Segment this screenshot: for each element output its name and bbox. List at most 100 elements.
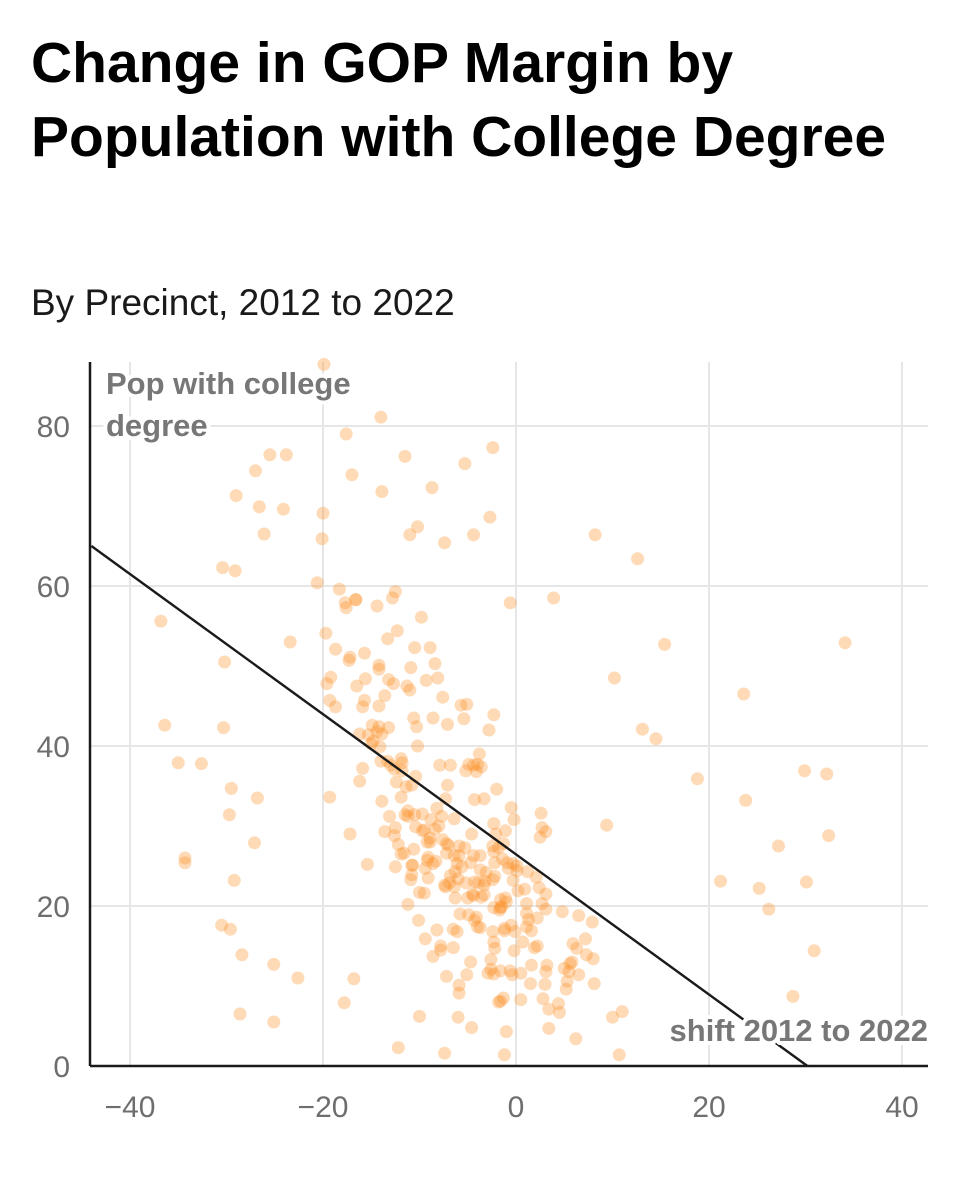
data-point xyxy=(497,1048,511,1062)
y-tick-labels: 0 20 40 60 80 xyxy=(37,411,70,1084)
y-tick-label: 0 xyxy=(53,1051,70,1084)
data-point xyxy=(443,869,457,883)
data-point xyxy=(388,821,402,835)
data-point xyxy=(383,809,397,823)
data-point xyxy=(349,593,363,607)
data-point xyxy=(542,1002,556,1016)
data-point xyxy=(222,808,236,822)
data-point xyxy=(154,614,168,628)
data-point xyxy=(477,792,491,806)
data-point xyxy=(194,757,208,771)
data-point xyxy=(215,918,229,932)
data-point xyxy=(495,900,509,914)
data-point xyxy=(440,717,454,731)
chart-subtitle: By Precinct, 2012 to 2022 xyxy=(31,282,455,323)
data-point xyxy=(458,457,472,471)
data-point xyxy=(382,673,396,687)
data-point xyxy=(432,819,446,833)
data-point xyxy=(400,679,414,693)
data-point xyxy=(522,913,536,927)
data-point xyxy=(418,932,432,946)
data-point xyxy=(343,827,357,841)
data-point xyxy=(459,876,473,890)
data-point xyxy=(600,818,614,832)
data-point xyxy=(473,849,487,863)
data-point xyxy=(507,944,521,958)
data-point xyxy=(443,758,457,772)
data-point xyxy=(324,670,338,684)
data-point xyxy=(381,632,395,646)
data-point xyxy=(488,941,502,955)
data-point xyxy=(433,758,447,772)
data-point xyxy=(423,641,437,655)
data-point xyxy=(394,790,408,804)
data-point xyxy=(460,968,474,982)
data-point xyxy=(434,939,448,953)
data-point xyxy=(467,889,481,903)
data-point xyxy=(473,863,487,877)
data-point xyxy=(468,913,482,927)
data-point xyxy=(405,868,419,882)
data-point xyxy=(822,829,836,843)
data-point xyxy=(411,520,425,534)
x-tick-label: −20 xyxy=(298,1091,349,1124)
data-point xyxy=(494,964,508,978)
data-point xyxy=(510,864,524,878)
data-point xyxy=(487,935,501,949)
data-point xyxy=(540,958,554,972)
data-point xyxy=(448,865,462,879)
data-point xyxy=(421,871,435,885)
data-point xyxy=(520,906,534,920)
data-point xyxy=(472,747,486,761)
data-point xyxy=(428,822,442,836)
data-point xyxy=(343,650,357,664)
data-point xyxy=(419,673,433,687)
data-point xyxy=(406,858,420,872)
data-point xyxy=(464,955,478,969)
data-point xyxy=(430,923,444,937)
data-point xyxy=(468,793,482,807)
data-point xyxy=(520,920,534,934)
data-point xyxy=(534,806,548,820)
data-point xyxy=(390,624,404,638)
data-point xyxy=(413,1009,426,1023)
data-point xyxy=(499,1025,513,1039)
y-tick-label: 60 xyxy=(37,571,70,604)
data-point xyxy=(462,757,476,771)
data-point xyxy=(539,825,553,839)
data-point xyxy=(365,718,379,732)
data-point xyxy=(375,485,389,499)
data-point xyxy=(386,677,400,691)
data-point xyxy=(375,794,389,808)
data-point xyxy=(516,935,530,949)
data-point xyxy=(739,793,753,807)
data-point xyxy=(477,878,491,892)
data-point xyxy=(178,856,192,870)
data-point xyxy=(467,849,481,863)
data-point xyxy=(420,835,434,849)
data-point xyxy=(478,874,492,888)
data-point xyxy=(490,782,504,796)
y-axis-label-line: degree xyxy=(106,408,208,443)
data-point xyxy=(510,859,524,873)
data-point xyxy=(357,693,371,707)
data-point xyxy=(401,809,415,823)
data-point xyxy=(345,468,359,482)
data-point xyxy=(498,891,512,905)
y-axis-label: Pop with college degree xyxy=(102,362,355,447)
data-point xyxy=(429,854,443,868)
data-point xyxy=(233,1007,247,1021)
data-point xyxy=(524,924,538,938)
data-point xyxy=(535,897,549,911)
data-point xyxy=(401,804,415,818)
data-point xyxy=(158,718,172,732)
data-point xyxy=(505,968,519,982)
data-point xyxy=(470,757,484,771)
data-point xyxy=(316,506,330,520)
data-point xyxy=(317,357,331,371)
data-point xyxy=(227,873,241,887)
data-point xyxy=(420,853,434,867)
data-point xyxy=(424,813,438,827)
data-point xyxy=(440,969,454,983)
